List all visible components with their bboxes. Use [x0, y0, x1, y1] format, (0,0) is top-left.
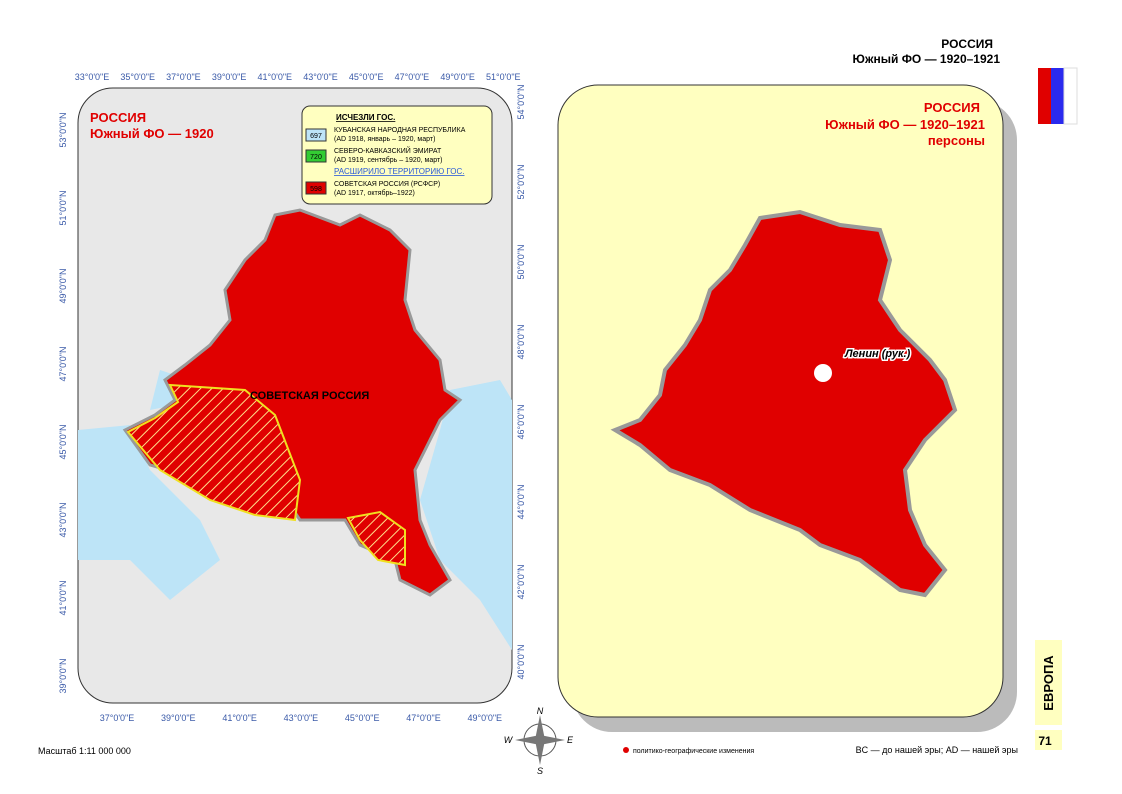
- page-tab: [1035, 730, 1062, 750]
- era-note: BC — до нашей эры; AD — нашей эры: [856, 745, 1018, 755]
- header-title: РОССИЯ: [941, 37, 993, 51]
- coordinate-ticks: 33°0'0"E 35°0'0"E 37°0'0"E 39°0'0"E 41°0'0"E…: [58, 72, 526, 723]
- legend-item: СЕВЕРО-КАВКАЗСКИЙ ЭМИРАТ: [334, 146, 442, 155]
- coordinate-label: 49°0'0"N: [58, 268, 68, 303]
- legend-item: СОВЕТСКАЯ РОССИЯ (РСФСР): [334, 181, 440, 188]
- scale: Масштаб 1:11 000 000: [38, 746, 131, 756]
- coordinate-label: 49°0'0"E: [440, 72, 475, 82]
- legend-dot: [623, 747, 629, 753]
- coordinate-label: 39°0'0"N: [58, 658, 68, 693]
- compass-letter: N: [537, 706, 544, 716]
- coordinate-label: 50°0'0"N: [516, 244, 526, 279]
- kuban-region: [126, 383, 302, 522]
- coordinate-label: 54°0'0"N: [516, 84, 526, 119]
- coordinate-label: 52°0'0"N: [516, 164, 526, 199]
- coordinate-label: 47°0'0"E: [395, 72, 430, 82]
- person-label: Ленин (рук.): [844, 348, 911, 360]
- compass-letter: S: [537, 766, 543, 776]
- compass: N W E S: [504, 706, 574, 776]
- region-label: СОВЕТСКАЯ РОССИЯ: [250, 390, 369, 402]
- header-subtitle: Южный ФО — 1920–1921: [852, 52, 1000, 66]
- coordinate-label: 43°0'0"E: [284, 713, 319, 723]
- coordinate-label: 44°0'0"N: [516, 484, 526, 519]
- right-map-subtitle: Южный ФО — 1920–1921: [825, 117, 985, 132]
- coordinate-label: 37°0'0"E: [166, 72, 201, 82]
- coordinate-label: 47°0'0"N: [58, 346, 68, 381]
- coordinate-label: 53°0'0"N: [58, 112, 68, 147]
- coordinate-label: 43°0'0"E: [303, 72, 338, 82]
- page-number: 71: [1038, 734, 1052, 748]
- coordinate-label: 47°0'0"E: [406, 713, 441, 723]
- emirate-region: [346, 510, 406, 567]
- section-label: ЕВРОПА: [1041, 655, 1056, 711]
- legend-heading: РАСШИРИЛО ТЕРРИТОРИЮ ГОС.: [334, 167, 465, 176]
- coordinate-label: 51°0'0"E: [486, 72, 521, 82]
- section-tab: [1035, 640, 1062, 725]
- legend-code: 720: [310, 154, 322, 161]
- legend-code: 598: [310, 186, 322, 193]
- legend-code: 697: [310, 133, 322, 140]
- coordinate-label: 49°0'0"E: [468, 713, 503, 723]
- legend-dates: (AD 1917, октябрь–1922): [334, 189, 415, 197]
- coordinate-label: 39°0'0"E: [161, 713, 196, 723]
- legend-dates: (AD 1918, январь – 1920, март): [334, 136, 435, 143]
- legend-dates: (AD 1919, сентябрь – 1920, март): [334, 156, 443, 164]
- compass-letter: E: [567, 735, 574, 745]
- person-icon: [814, 364, 832, 382]
- coordinate-label: 42°0'0"N: [516, 564, 526, 599]
- flag: [1038, 67, 1078, 125]
- coordinate-label: 40°0'0"N: [516, 644, 526, 679]
- compass-letter: W: [504, 735, 514, 745]
- soviet-russia-region: [610, 209, 958, 598]
- coordinate-label: 37°0'0"E: [100, 713, 135, 723]
- changes-note: политико-географические изменения: [633, 748, 754, 755]
- black-sea: [78, 425, 220, 600]
- right-map-title: РОССИЯ: [924, 100, 980, 115]
- right-map-subtitle: персоны: [928, 133, 985, 148]
- legend-item: КУБАНСКАЯ НАРОДНАЯ РЕСПУБЛИКА: [334, 127, 466, 134]
- legend: ИСЧЕЗЛИ ГОС. 697 КУБАНСКАЯ НАРОДНАЯ РЕСП…: [301, 105, 493, 205]
- coordinate-label: 51°0'0"N: [58, 190, 68, 225]
- coordinate-label: 39°0'0"E: [212, 72, 247, 82]
- coordinate-label: 41°0'0"E: [258, 72, 293, 82]
- left-map-title: РОССИЯ: [90, 110, 146, 125]
- coordinate-label: 45°0'0"E: [345, 713, 380, 723]
- coordinate-label: 45°0'0"N: [58, 424, 68, 459]
- coordinate-label: 41°0'0"E: [222, 713, 257, 723]
- left-map-subtitle: Южный ФО — 1920: [90, 126, 214, 141]
- legend-heading: ИСЧЕЗЛИ ГОС.: [336, 113, 395, 122]
- coordinate-label: 41°0'0"N: [58, 580, 68, 615]
- coordinate-label: 45°0'0"E: [349, 72, 384, 82]
- caspian-sea: [420, 380, 512, 650]
- coordinate-label: 46°0'0"N: [516, 404, 526, 439]
- coordinate-label: 48°0'0"N: [516, 324, 526, 359]
- coordinate-label: 35°0'0"E: [120, 72, 155, 82]
- coordinate-label: 33°0'0"E: [75, 72, 110, 82]
- coordinate-label: 43°0'0"N: [58, 502, 68, 537]
